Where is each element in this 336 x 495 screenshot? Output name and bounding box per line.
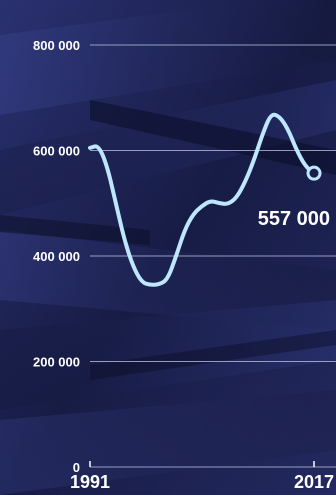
y-tick-label: 0	[73, 460, 80, 475]
series-line	[88, 112, 316, 287]
x-tick-label: 1991	[70, 472, 110, 492]
y-tick-label: 600 000	[33, 144, 80, 159]
end-value-label: 557 000	[258, 208, 330, 230]
series-group	[88, 112, 322, 287]
x-tick-label: 2017	[294, 472, 334, 492]
y-axis-ticks: 0 200 000 400 000 600 000 800 000	[33, 38, 80, 475]
x-axis-ticks: 1991 2017	[70, 461, 334, 492]
end-point-marker	[306, 165, 322, 181]
y-tick-label: 200 000	[33, 355, 80, 370]
y-tick-label: 400 000	[33, 249, 80, 264]
annotation-group: 557 000	[258, 208, 330, 230]
y-tick-label: 800 000	[33, 38, 80, 53]
